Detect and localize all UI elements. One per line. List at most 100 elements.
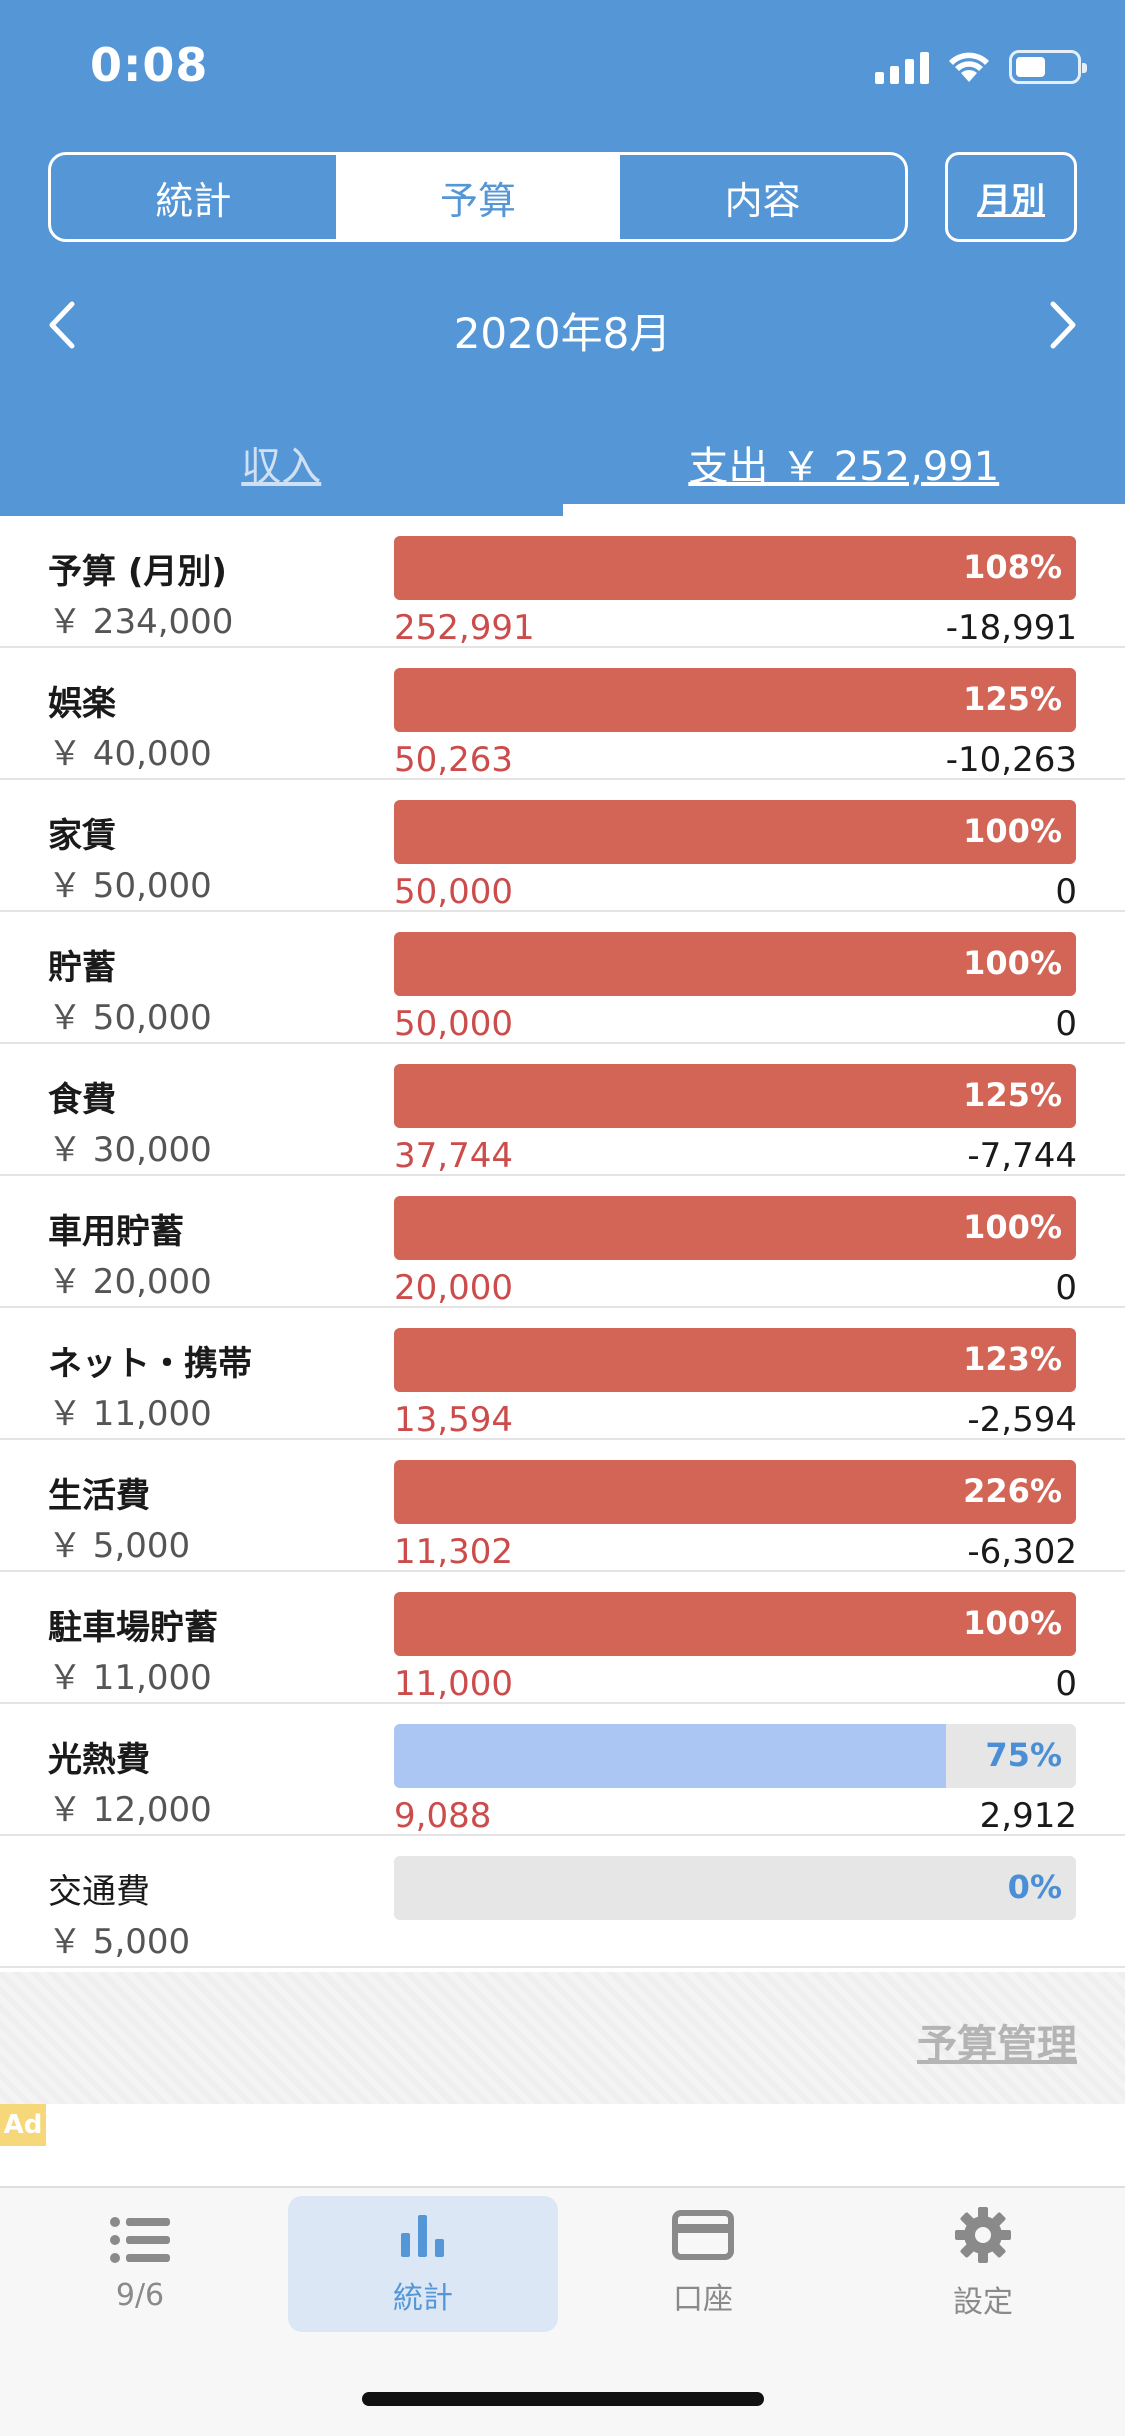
progress-fill [394, 800, 1076, 864]
segment-details[interactable]: 内容 [724, 178, 801, 223]
progress-bar: 100% [394, 800, 1076, 864]
spent-amount: 20,000 [394, 1268, 513, 1308]
tab-expense[interactable]: 支出 ￥ 252,991 [562, 410, 1125, 516]
category-name: 光熱費 [48, 1740, 150, 1780]
income-expense-tabs: 収入 支出 ￥ 252,991 [0, 410, 1125, 516]
remaining-amount: 0 [1055, 1004, 1077, 1044]
bar-chart-icon [401, 2215, 444, 2257]
progress-bar: 100% [394, 1196, 1076, 1260]
category-name: 貯蓄 [48, 948, 116, 988]
progress-percent: 125% [963, 1076, 1062, 1114]
category-budget: ￥ 50,000 [48, 866, 212, 906]
gear-icon [955, 2207, 1011, 2263]
budget-row[interactable]: 光熱費 ￥ 12,000 75% 9,088 2,912 [0, 1704, 1125, 1836]
remaining-amount: -6,302 [967, 1532, 1077, 1572]
remaining-amount: 0 [1055, 872, 1077, 912]
budget-row[interactable]: 食費 ￥ 30,000 125% 37,744 -7,744 [0, 1044, 1125, 1176]
header: 0:08 統計 予算 内容 月別 2020年8月 収入 支出 ￥ 252,9 [0, 0, 1125, 516]
category-budget: ￥ 5,000 [48, 1922, 191, 1962]
tab-income[interactable]: 収入 [241, 444, 322, 490]
status-time: 0:08 [90, 38, 209, 92]
category-budget: ￥ 11,000 [48, 1658, 212, 1698]
category-budget: ￥ 20,000 [48, 1262, 212, 1302]
spent-amount: 37,744 [394, 1136, 513, 1176]
status-icons [875, 50, 1087, 84]
nav-item-accounts[interactable]: 口座 [568, 2196, 838, 2332]
segment-budget[interactable]: 予算 [335, 155, 621, 239]
progress-percent: 125% [963, 680, 1062, 718]
list-icon [110, 2216, 170, 2263]
nav-label-date: 9/6 [115, 2277, 165, 2313]
credit-card-icon [672, 2210, 734, 2260]
category-name: 交通費 [48, 1872, 150, 1912]
category-budget: ￥ 40,000 [48, 734, 212, 774]
nav-item-list[interactable]: 9/6 [5, 2196, 275, 2332]
view-segmented-control: 統計 予算 内容 [48, 152, 908, 242]
ad-banner[interactable]: Ad [0, 2104, 1125, 2186]
remaining-amount: 0 [1055, 1268, 1077, 1308]
progress-bar: 108% [394, 536, 1076, 600]
budget-row[interactable]: 家賃 ￥ 50,000 100% 50,000 0 [0, 780, 1125, 912]
budget-row[interactable]: ネット・携帯 ￥ 11,000 123% 13,594 -2,594 [0, 1308, 1125, 1440]
budget-row[interactable]: 貯蓄 ￥ 50,000 100% 50,000 0 [0, 912, 1125, 1044]
category-name: 生活費 [48, 1476, 150, 1516]
progress-bar: 125% [394, 1064, 1076, 1128]
progress-percent: 100% [963, 812, 1062, 850]
spent-amount: 9,088 [394, 1796, 492, 1836]
battery-icon [1009, 50, 1087, 84]
budget-manage-link[interactable]: 予算管理 [917, 2022, 1077, 2068]
progress-fill [394, 1724, 947, 1788]
category-name: 食費 [48, 1080, 116, 1120]
progress-bar: 226% [394, 1460, 1076, 1524]
ad-badge: Ad [0, 2104, 46, 2146]
spent-amount: 50,263 [394, 740, 513, 780]
budget-row[interactable]: 車用貯蓄 ￥ 20,000 100% 20,000 0 [0, 1176, 1125, 1308]
category-budget: ￥ 5,000 [48, 1526, 191, 1566]
progress-bar: 75% [394, 1724, 1076, 1788]
spent-amount: 11,302 [394, 1532, 513, 1572]
budget-row[interactable]: 交通費 ￥ 5,000 0% [0, 1836, 1125, 1968]
budget-manage-area: 予算管理 [0, 1972, 1125, 2104]
progress-percent: 0% [1007, 1868, 1062, 1906]
prev-month-button[interactable] [34, 298, 88, 352]
next-month-button[interactable] [1037, 298, 1091, 352]
category-name: ネット・携帯 [48, 1344, 252, 1384]
category-name: 娯楽 [48, 684, 116, 724]
category-budget: ￥ 50,000 [48, 998, 212, 1038]
chevron-left-icon [49, 301, 75, 349]
progress-fill [394, 536, 1076, 600]
remaining-amount: -10,263 [945, 740, 1077, 780]
monthly-button[interactable]: 月別 [945, 152, 1077, 242]
progress-fill [394, 1460, 1076, 1524]
progress-fill [394, 932, 1076, 996]
month-navigator: 2020年8月 [0, 280, 1125, 370]
nav-item-stats[interactable]: 統計 [288, 2196, 558, 2332]
progress-bar: 125% [394, 668, 1076, 732]
nav-label-accounts: 口座 [673, 2282, 733, 2317]
segment-stats[interactable]: 統計 [155, 178, 232, 223]
remaining-amount: 0 [1055, 1664, 1077, 1704]
progress-bar: 100% [394, 932, 1076, 996]
nav-label-settings: 設定 [953, 2285, 1013, 2320]
progress-fill [394, 1064, 1076, 1128]
progress-fill [394, 1592, 1076, 1656]
category-budget: ￥ 30,000 [48, 1130, 212, 1170]
category-name: 駐車場貯蓄 [48, 1608, 218, 1648]
spent-amount: 50,000 [394, 1004, 513, 1044]
remaining-amount: -7,744 [967, 1136, 1077, 1176]
budget-row[interactable]: 娯楽 ￥ 40,000 125% 50,263 -10,263 [0, 648, 1125, 780]
bottom-tab-bar: 9/6 統計 口座 [0, 2186, 1125, 2436]
nav-item-settings[interactable]: 設定 [848, 2196, 1118, 2332]
wifi-icon [949, 52, 989, 82]
month-label: 2020年8月 [453, 309, 672, 358]
remaining-amount: -2,594 [967, 1400, 1077, 1440]
budget-row[interactable]: 駐車場貯蓄 ￥ 11,000 100% 11,000 0 [0, 1572, 1125, 1704]
progress-percent: 123% [963, 1340, 1062, 1378]
progress-bar: 123% [394, 1328, 1076, 1392]
budget-row[interactable]: 生活費 ￥ 5,000 226% 11,302 -6,302 [0, 1440, 1125, 1572]
category-name: 車用貯蓄 [48, 1212, 184, 1252]
progress-percent: 108% [963, 548, 1062, 586]
budget-row[interactable]: 予算 (月別) ￥ 234,000 108% 252,991 -18,991 [0, 516, 1125, 648]
category-name: 家賃 [48, 816, 116, 856]
chevron-right-icon [1050, 301, 1076, 349]
